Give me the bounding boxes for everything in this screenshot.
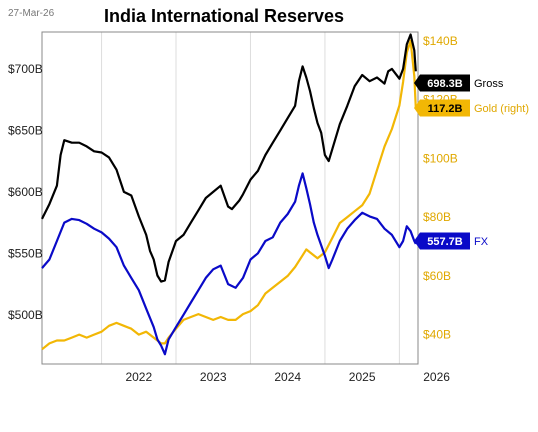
right-tick-label: $80B xyxy=(423,210,451,224)
left-tick-label: $650B xyxy=(8,123,43,137)
series-line-fx xyxy=(41,172,417,356)
right-tick-label: $60B xyxy=(423,269,451,283)
x-tick-label: 2025 xyxy=(349,370,376,384)
right-tick-label: $140B xyxy=(423,34,458,48)
left-tick-label: $550B xyxy=(8,246,43,260)
right-tick-label: $40B xyxy=(423,328,451,342)
left-tick-label: $600B xyxy=(8,185,43,199)
left-tick-label: $500B xyxy=(8,308,43,322)
end-label-box-fx xyxy=(414,232,470,250)
series-line-gross xyxy=(41,33,417,283)
x-tick-label: 2022 xyxy=(125,370,152,384)
x-tick-label: 2023 xyxy=(200,370,227,384)
end-label-value-gross: 698.3B xyxy=(427,78,463,90)
left-axis-ticks: $500B $550B $600B $650B $700B xyxy=(8,62,43,322)
end-label-value-gold-right: 117.2B xyxy=(428,103,463,115)
legend-fx: FX xyxy=(474,236,489,248)
end-labels: 698.3B Gross 117.2B Gold (right) 557.7B FX xyxy=(414,74,529,250)
end-label-box-gross xyxy=(414,74,470,92)
series-lines xyxy=(41,33,417,356)
legend-gold-right: Gold (right) xyxy=(474,103,529,115)
series-line-gold-right xyxy=(41,39,417,351)
end-label-box-gold-right xyxy=(414,99,470,117)
left-tick-label: $700B xyxy=(8,62,43,76)
end-label-value-fx: 557.7B xyxy=(427,236,463,248)
grid-lines xyxy=(101,32,400,364)
x-axis-ticks: 2022 2023 2024 2025 2026 xyxy=(125,370,450,384)
chart-date: 27-Mar-26 xyxy=(8,8,55,19)
x-tick-label: 2024 xyxy=(274,370,301,384)
x-tick-label: 2026 xyxy=(423,370,450,384)
legend-gross: Gross xyxy=(474,78,504,90)
plot-frame xyxy=(41,31,419,365)
chart-title: India International Reserves xyxy=(103,6,345,26)
right-tick-label: $100B xyxy=(423,151,458,165)
